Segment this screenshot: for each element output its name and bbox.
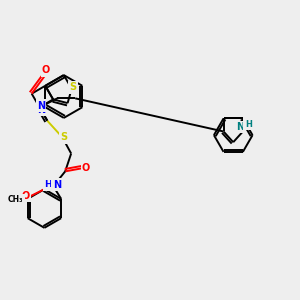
Text: N: N <box>53 180 61 190</box>
Text: O: O <box>22 191 30 201</box>
Text: S: S <box>70 82 77 92</box>
Text: H: H <box>44 180 52 189</box>
Text: CH₃: CH₃ <box>8 195 23 204</box>
Text: O: O <box>82 164 90 173</box>
Text: H: H <box>245 120 252 129</box>
Text: N: N <box>37 105 45 115</box>
Text: N: N <box>37 101 45 111</box>
Text: N: N <box>236 122 244 132</box>
Text: O: O <box>42 65 50 76</box>
Text: S: S <box>60 132 67 142</box>
